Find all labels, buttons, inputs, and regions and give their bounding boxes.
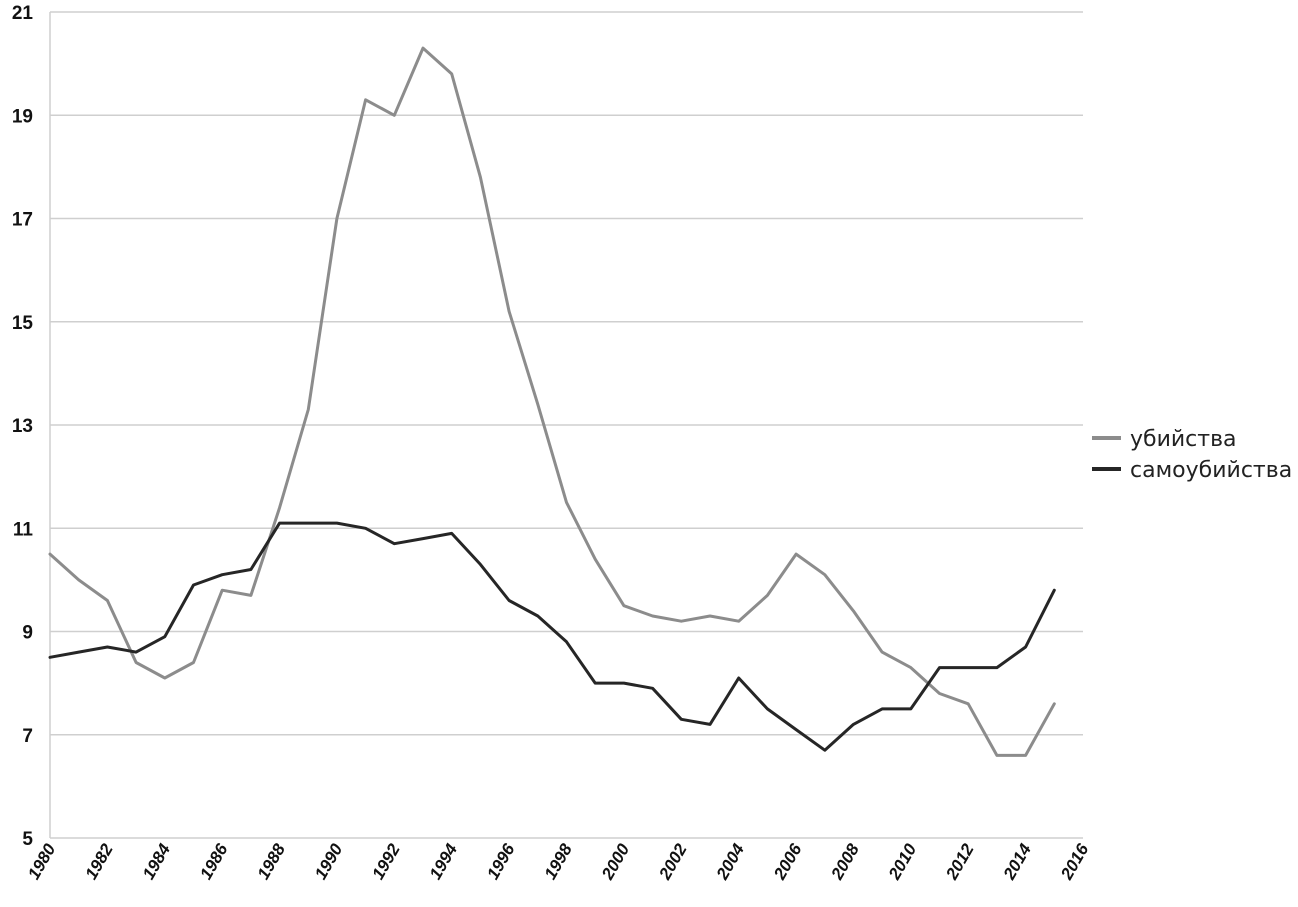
x-tick-label: 1996 xyxy=(483,840,519,883)
x-tick-labels: 1980 1982 1984 1986 1988 1990 1992 1994 1996 1998… xyxy=(24,840,1093,884)
x-tick-label: 2010 xyxy=(884,840,920,884)
x-tick-label: 1990 xyxy=(311,840,347,883)
x-tick-label: 2004 xyxy=(712,840,748,884)
y-tick-label: 19 xyxy=(12,106,33,127)
y-tick-label: 15 xyxy=(12,313,34,334)
series-line-2 xyxy=(48,521,1056,752)
x-tick-label: 1994 xyxy=(426,840,462,883)
y-tick-label: 13 xyxy=(12,416,33,437)
y-tick-label: 21 xyxy=(12,3,34,24)
gridlines xyxy=(50,11,1083,839)
x-tick-label: 1986 xyxy=(196,840,232,883)
x-tick-label: 1992 xyxy=(368,840,404,883)
x-tick-label: 2014 xyxy=(999,840,1035,884)
series-lines xyxy=(48,46,1056,757)
x-tick-label: 2002 xyxy=(655,840,691,884)
series-line-1 xyxy=(48,46,1056,757)
x-tick-label: 1984 xyxy=(139,840,175,883)
x-tick-label: 1998 xyxy=(541,840,577,883)
y-tick-label: 11 xyxy=(13,519,34,540)
legend: убийства самоубийства xyxy=(1092,427,1292,483)
y-tick-label: 5 xyxy=(22,829,33,850)
legend-label: самоубийства xyxy=(1130,458,1292,483)
x-tick-label: 2016 xyxy=(1057,840,1093,884)
x-tick-label: 2012 xyxy=(942,840,978,884)
y-tick-labels: 5 7 9 11 13 15 17 19 21 xyxy=(12,3,34,850)
x-tick-label: 2006 xyxy=(770,840,806,884)
y-tick-label: 9 xyxy=(22,623,33,644)
x-tick-label: 1982 xyxy=(81,840,117,883)
x-tick-label: 2008 xyxy=(827,840,863,884)
x-tick-label: 1988 xyxy=(254,840,290,883)
y-tick-label: 17 xyxy=(12,210,33,231)
legend-label: убийства xyxy=(1130,427,1237,452)
x-tick-label: 2000 xyxy=(597,840,633,884)
y-tick-label: 7 xyxy=(22,726,33,747)
